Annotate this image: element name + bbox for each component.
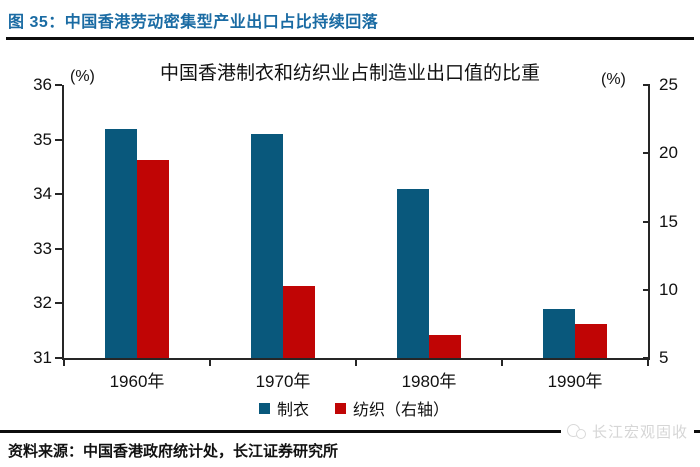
bar-纺织（右轴）-1970年 — [283, 285, 315, 358]
right-axis-tick-label: 20 — [659, 143, 678, 163]
watermark: 长江宏观固收 — [560, 419, 694, 443]
right-axis-tick — [643, 152, 650, 155]
legend-label: 纺织（右轴） — [353, 402, 450, 419]
chart-legend: 制衣 纺织（右轴） — [62, 396, 646, 420]
figure-title: 图 35：中国香港劳动密集型产业出口占比持续回落 — [8, 14, 379, 31]
plot-area: 36 35 34 33 32 31 25 20 15 10 5 1960年 1970年 1980年 1990… — [33, 75, 678, 391]
right-axis-tick-label: 25 — [659, 75, 678, 94]
left-axis-tick — [55, 247, 62, 250]
left-axis-tick-label: 36 — [33, 75, 52, 94]
x-axis-category-label: 1970年 — [255, 372, 311, 391]
right-axis-tick-label: 10 — [659, 279, 678, 299]
left-axis-tick-label: 32 — [33, 293, 52, 313]
left-axis-tick — [55, 138, 62, 141]
bar-纺织（右轴）-1960年 — [137, 160, 169, 358]
x-axis-tick — [647, 360, 649, 366]
bar-纺织（右轴）-1990年 — [575, 323, 607, 358]
right-axis-tick — [643, 84, 650, 86]
left-axis-tick — [55, 193, 62, 196]
left-axis-unit-label: (%) — [70, 68, 95, 85]
left-axis-tick-label: 35 — [33, 129, 52, 149]
legend-item-制衣: 制衣 — [258, 396, 309, 420]
left-axis-tick-label: 31 — [33, 348, 52, 367]
bottom-divider — [0, 430, 700, 433]
right-axis-unit-label: (%) — [601, 71, 626, 88]
left-axis-tick — [55, 84, 62, 86]
watermark-text: 长江宏观固收 — [591, 423, 688, 441]
legend-label: 制衣 — [276, 402, 309, 419]
bar-制衣-1990年 — [543, 308, 575, 358]
x-axis-category-label: 1960年 — [109, 372, 165, 391]
x-axis-category-label: 1990年 — [547, 372, 603, 391]
bar-制衣-1980年 — [397, 188, 429, 358]
right-axis-tick — [643, 357, 650, 359]
right-axis-tick-label: 15 — [659, 211, 678, 231]
bar-chart: 中国香港制衣和纺织业占制造业出口值的比重 (%) (%) 36 35 34 33 32 3… — [0, 44, 700, 424]
source-note: 资料来源：中国香港政府统计处，长江证券研究所 — [8, 443, 339, 460]
left-axis-tick-label: 33 — [33, 238, 52, 258]
bar-制衣-1970年 — [251, 134, 283, 358]
legend-swatch-icon — [335, 402, 346, 414]
right-axis-tick-label: 5 — [659, 348, 669, 367]
x-axis-tick — [501, 360, 503, 366]
chart-title: 中国香港制衣和纺织业占制造业出口值的比重 — [159, 63, 540, 84]
x-axis-tick — [355, 360, 357, 366]
legend-item-纺织（右轴）: 纺织（右轴） — [335, 396, 449, 420]
legend-swatch-icon — [258, 402, 270, 414]
x-axis-tick — [63, 360, 65, 366]
right-axis-tick — [643, 288, 650, 291]
left-axis-tick-label: 34 — [33, 184, 52, 204]
x-axis-tick — [209, 360, 211, 366]
x-axis-category-label: 1980年 — [401, 372, 457, 391]
bar-制衣-1960年 — [105, 128, 137, 358]
left-axis-tick — [55, 302, 62, 305]
top-divider — [6, 37, 694, 40]
right-axis-tick — [643, 220, 650, 223]
left-axis-tick — [55, 357, 62, 359]
watermark-logo-icon — [566, 423, 589, 439]
bar-纺织（右轴）-1980年 — [429, 334, 461, 358]
